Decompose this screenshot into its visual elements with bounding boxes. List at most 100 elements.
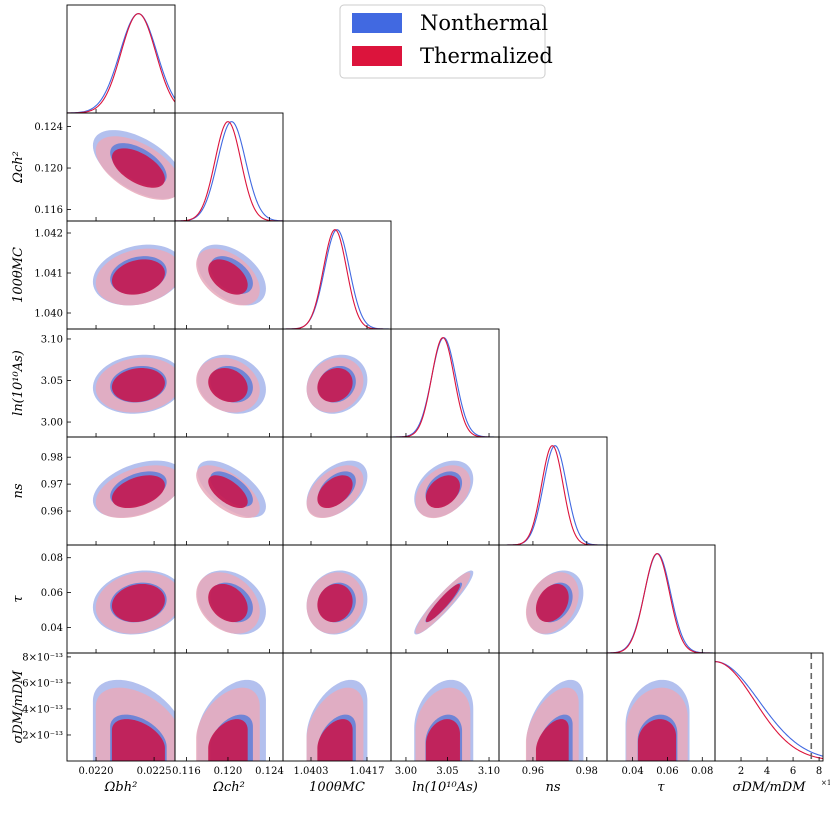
x-tick-label: 0.120 bbox=[214, 766, 243, 777]
y-tick-label: 1.041 bbox=[34, 269, 63, 280]
y-axis-label: ln(10¹⁰As) bbox=[11, 350, 26, 416]
panel-2-1 bbox=[174, 220, 284, 330]
marginal-thermalized-5 bbox=[607, 553, 715, 653]
marginal-nonthermal-2 bbox=[283, 229, 391, 329]
contour68-thermalized bbox=[425, 475, 460, 509]
x-axis-label: τ bbox=[657, 780, 665, 795]
marginal-nonthermal-3 bbox=[391, 337, 499, 437]
x-axis-label: ln(10¹⁰As) bbox=[412, 780, 478, 795]
panel-1-1 bbox=[174, 112, 284, 222]
panel-frame bbox=[606, 544, 716, 654]
contour68-thermalized bbox=[317, 475, 353, 509]
y-tick-label: 3.10 bbox=[41, 334, 63, 345]
contour68-thermalized bbox=[317, 719, 353, 761]
x-tick-label: 3.00 bbox=[395, 766, 417, 777]
y-tick-label: 3.00 bbox=[41, 418, 63, 429]
x-tick-label: 1.0403 bbox=[294, 766, 329, 777]
legend-swatch-nonthermal bbox=[352, 13, 402, 33]
x-tick-label: 0.98 bbox=[576, 766, 598, 777]
panel-4-3 bbox=[390, 436, 500, 546]
x-tick-label: 4 bbox=[764, 766, 770, 777]
panel-frame bbox=[174, 112, 284, 222]
panel-5-0: 0.04 0.06 0.08 τ bbox=[11, 544, 176, 654]
panel-4-4 bbox=[498, 436, 608, 546]
marginal-nonthermal-0 bbox=[67, 13, 175, 113]
panel-4-0: 0.96 0.97 0.98 ns bbox=[11, 436, 176, 546]
contour68-thermalized bbox=[317, 368, 353, 403]
marginal-nonthermal-6 bbox=[715, 661, 823, 757]
panel-3-0: 3.00 3.05 3.10 ln(10¹⁰As) bbox=[11, 328, 176, 438]
legend: Nonthermal Thermalized bbox=[339, 4, 553, 79]
panel-4-2 bbox=[282, 436, 392, 546]
contour68-thermalized bbox=[535, 583, 569, 623]
x-axis-label: 100θMC bbox=[309, 780, 365, 795]
panel-3-2 bbox=[282, 328, 392, 438]
marginal-nonthermal-4 bbox=[499, 445, 607, 545]
legend-label-nonthermal: Nonthermal bbox=[420, 11, 548, 35]
panel-6-6: 2 4 6 8 σDM/mDM ×10⁻¹³ bbox=[714, 652, 830, 795]
panel-6-0: 2×10⁻¹³ 4×10⁻¹³ 6×10⁻¹³ 8×10⁻¹³ 0.0220 0.0225… bbox=[11, 652, 176, 795]
panel-4-1 bbox=[174, 436, 284, 546]
contour68-thermalized bbox=[111, 719, 165, 761]
x-tick-label: 0.96 bbox=[522, 766, 544, 777]
y-tick-label: 0.06 bbox=[41, 588, 63, 599]
x-tick-label: 0.0225 bbox=[137, 766, 172, 777]
panel-2-0: 1.040 1.041 1.042 100θMC bbox=[11, 220, 176, 330]
y-axis-label: τ bbox=[11, 595, 26, 603]
y-tick-label: 0.08 bbox=[41, 553, 63, 564]
panel-frame bbox=[390, 328, 500, 438]
y-tick-label: 6×10⁻¹³ bbox=[22, 678, 63, 689]
y-tick-label: 0.124 bbox=[34, 122, 63, 133]
x-tick-label: 0.124 bbox=[255, 766, 284, 777]
x-tick-label: 0.04 bbox=[621, 766, 643, 777]
marginal-thermalized-3 bbox=[391, 337, 499, 437]
panel-5-5 bbox=[606, 544, 716, 654]
contour68-thermalized bbox=[317, 583, 353, 623]
y-axis-label: 100θMC bbox=[11, 247, 26, 303]
marginal-thermalized-6 bbox=[715, 661, 823, 760]
x-tick-label: 0.0220 bbox=[79, 766, 114, 777]
y-tick-label: 0.116 bbox=[34, 205, 63, 216]
x-axis-label: σDM/mDM bbox=[732, 780, 806, 795]
panel-2-2 bbox=[282, 220, 392, 330]
marginal-thermalized-4 bbox=[499, 445, 607, 545]
contour68-thermalized bbox=[111, 259, 165, 295]
panel-3-1 bbox=[174, 328, 284, 438]
legend-swatch-thermalized bbox=[352, 46, 402, 66]
contour68-thermalized bbox=[111, 475, 165, 509]
x-axis-label: ns bbox=[545, 780, 560, 795]
y-tick-label: 0.04 bbox=[41, 623, 63, 634]
y-tick-label: 0.97 bbox=[41, 480, 63, 491]
panel-5-2 bbox=[282, 544, 392, 654]
x-tick-label: 1.0417 bbox=[350, 766, 385, 777]
contour68-thermalized bbox=[111, 368, 165, 403]
panel-6-2: 1.0403 1.0417 100θMC bbox=[282, 652, 392, 795]
contour68-thermalized bbox=[425, 719, 460, 761]
y-tick-label: 2×10⁻¹³ bbox=[22, 730, 63, 741]
panel-6-1: 0.116 0.120 0.124 Ωch² bbox=[172, 652, 284, 795]
y-tick-label: 0.98 bbox=[41, 453, 63, 464]
panel-frame bbox=[498, 436, 608, 546]
y-tick-label: 1.040 bbox=[34, 309, 63, 320]
x-tick-label: 3.10 bbox=[478, 766, 500, 777]
x-axis-label: Ωbh² bbox=[104, 780, 138, 795]
y-tick-label: 1.042 bbox=[34, 229, 63, 240]
y-axis-label: Ωch² bbox=[11, 151, 26, 184]
contour68-thermalized bbox=[111, 583, 165, 623]
y-axis-label: ns bbox=[11, 483, 26, 498]
x-tick-label: 3.05 bbox=[436, 766, 458, 777]
panel-5-3 bbox=[390, 544, 500, 654]
x-multiplier: ×10⁻¹³ bbox=[821, 779, 830, 787]
panel-1-0: 0.116 0.120 0.124 Ωch² bbox=[11, 112, 176, 222]
panel-frame bbox=[282, 220, 392, 330]
panel-grid: 0.116 0.120 0.124 Ωch² 1.040 1.041 1.042 100θMC… bbox=[11, 4, 830, 795]
x-axis-label: Ωch² bbox=[212, 780, 245, 795]
x-tick-label: 0.116 bbox=[172, 766, 201, 777]
contour68-thermalized bbox=[535, 719, 569, 761]
y-tick-label: 4×10⁻¹³ bbox=[22, 704, 63, 715]
x-tick-label: 0.06 bbox=[656, 766, 678, 777]
contour68-thermalized bbox=[208, 368, 248, 403]
y-tick-label: 0.96 bbox=[41, 507, 63, 518]
panel-3-3 bbox=[390, 328, 500, 438]
